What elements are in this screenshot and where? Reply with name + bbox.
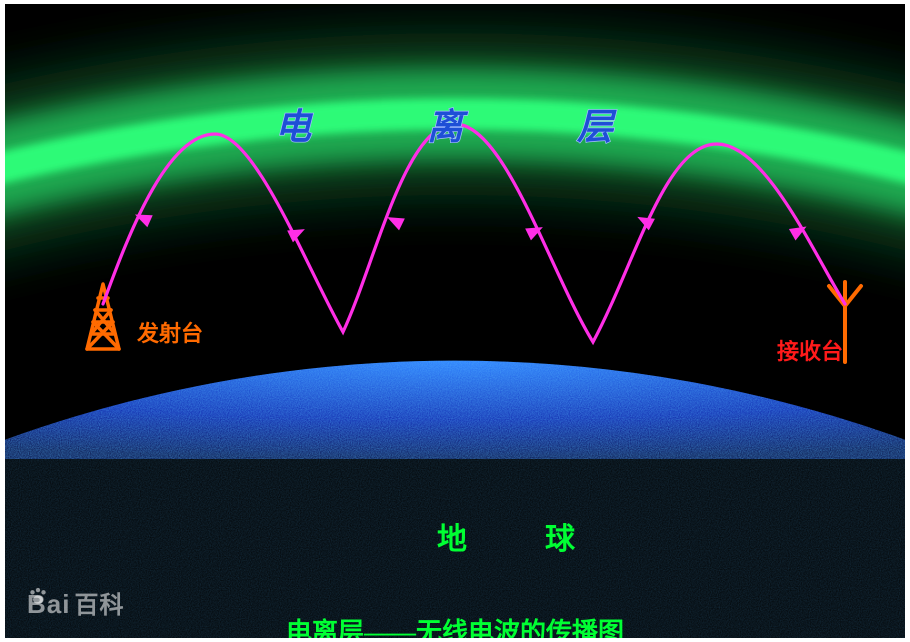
- earth-label-char-1: 球: [545, 514, 575, 558]
- receiver-label: 接收台: [777, 334, 843, 366]
- earth-label-char-0: 地: [437, 514, 467, 558]
- transmitter-label: 发射台: [137, 316, 203, 348]
- source-watermark: Bai 百科: [27, 585, 124, 620]
- caption-right: 无线电波的传播图: [416, 618, 624, 638]
- page-frame: 电 离 层 发射台 接收台 地 球 电离层——无线电波的传播图 Bai 百科: [0, 0, 910, 642]
- caption-dash: ——: [364, 618, 416, 638]
- svg-text:层: 层: [576, 107, 617, 147]
- svg-text:电: 电: [275, 107, 314, 147]
- caption-text: 电离层——无线电波的传播图: [5, 612, 905, 638]
- watermark-text-b: 百科: [74, 592, 124, 619]
- diagram-canvas: 电 离 层 发射台 接收台 地 球 电离层——无线电波的传播图 Bai 百科: [5, 4, 905, 638]
- caption-left: 电离层: [286, 618, 364, 638]
- svg-text:离: 离: [427, 107, 469, 147]
